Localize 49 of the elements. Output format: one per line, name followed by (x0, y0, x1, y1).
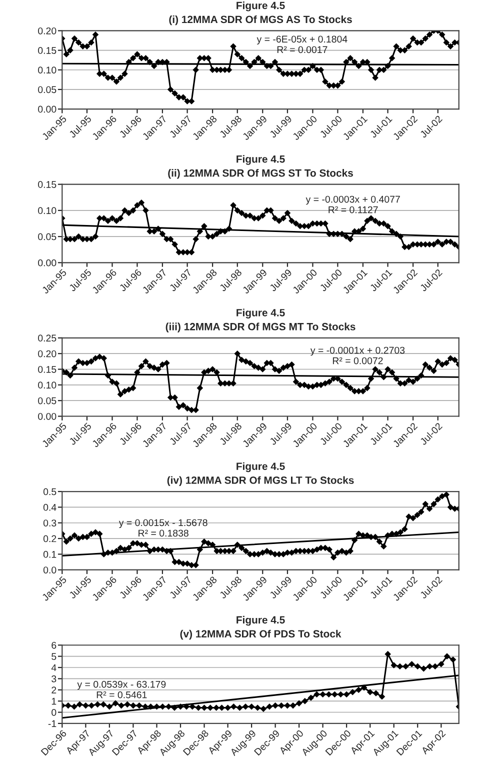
y-tick-label: 0.10 (38, 207, 56, 214)
y-tick-label: 0.00 (38, 259, 56, 266)
chart-title: Figure 4.5 (236, 616, 285, 626)
y-tick-label: 0.00 (38, 106, 56, 113)
y-tick-label: 0.0 (43, 566, 56, 574)
y-tick-label: 5 (52, 653, 56, 660)
y-tick-label: 0.05 (38, 86, 56, 94)
y-tick-label: 0.3 (43, 520, 56, 526)
annotation: R² = 0.5461 (96, 691, 147, 698)
annotation: y = -6E-05x + 0.1804 (256, 36, 348, 45)
y-tick-label: 0.1 (43, 550, 56, 558)
annotation: R² = 0.0017 (277, 46, 328, 54)
annotation: R² = 0.1127 (328, 206, 378, 214)
y-tick-label: 0.00 (38, 412, 56, 420)
chart-subtitle: (v) 12MMA SDR Of PDS To Stock (180, 630, 342, 640)
chart-title: Figure 4.5 (236, 462, 285, 472)
y-tick-label: 3 (52, 675, 56, 682)
y-tick-label: 0.4 (43, 504, 56, 511)
annotation: y = 0.0015x - 1.5678 (118, 519, 208, 528)
y-tick-label: 0 (52, 709, 56, 716)
chart-subtitle: (iii) 12MMA SDR Of MGS MT To Stocks (166, 322, 356, 332)
chart-title: Figure 4.5 (236, 308, 285, 318)
y-tick-label: -1 (48, 720, 56, 727)
y-tick-label: 0.5 (43, 488, 56, 496)
y-tick-label: 6 (52, 642, 56, 649)
y-tick-label: 0.10 (38, 66, 56, 74)
y-tick-label: 1 (52, 698, 56, 705)
y-tick-label: 2 (52, 686, 56, 694)
chart-subtitle: (iv) 12MMA SDR Of MGS LT To Stocks (167, 476, 354, 486)
y-tick-label: 0.05 (38, 233, 56, 240)
y-tick-label: 0.10 (38, 382, 56, 389)
y-tick-label: 0.05 (38, 397, 56, 404)
annotation: y = -0.0003x + 0.4077 (306, 196, 400, 205)
y-tick-label: 0.2 (43, 535, 56, 542)
chart-subtitle: (ii) 12MMA SDR Of MGS ST To Stocks (168, 169, 353, 179)
annotation: R² = 0.0072 (332, 357, 383, 364)
chart-title: Figure 4.5 (236, 155, 285, 165)
chart-subtitle: (i) 12MMA SDR Of MGS AS To Stocks (169, 15, 352, 26)
y-tick-label: 0.20 (38, 27, 56, 34)
y-tick-label: 0.20 (38, 350, 56, 358)
y-tick-label: 0.15 (38, 181, 56, 188)
y-tick-label: 4 (51, 664, 56, 672)
annotation: y = -0.0001x + 0.2703 (310, 346, 405, 356)
y-tick-label: 0.15 (38, 366, 56, 373)
chart-title: Figure 4.5 (236, 2, 285, 12)
annotation: R² = 0.1838 (138, 530, 188, 537)
y-tick-label: 0.25 (38, 334, 56, 342)
annotation: y = 0.0539x - 63.179 (77, 680, 166, 690)
y-tick-label: 0.15 (38, 47, 56, 54)
